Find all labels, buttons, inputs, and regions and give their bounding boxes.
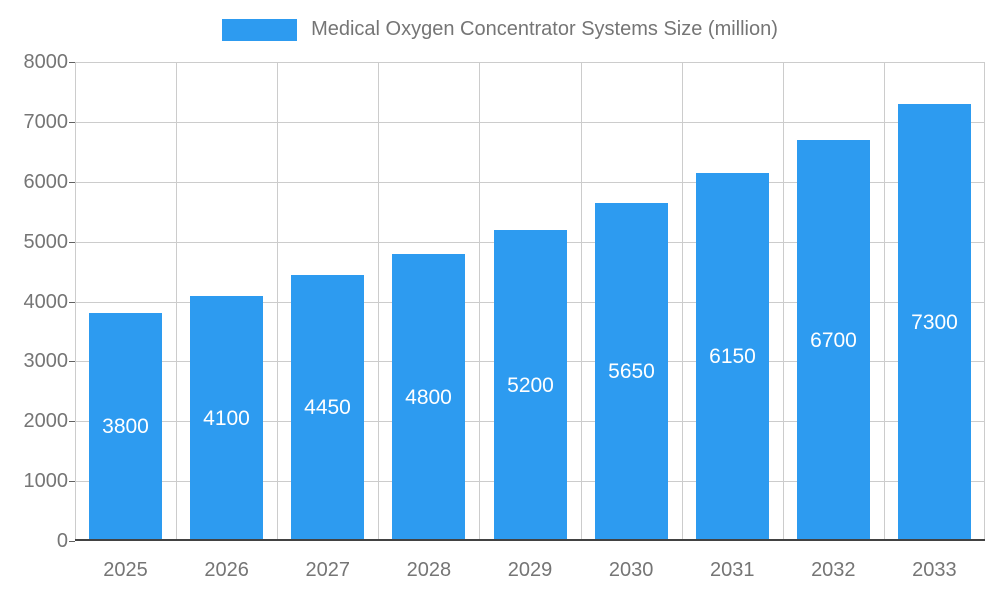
bar-value-label: 4450 [304, 396, 351, 419]
bar-value-label: 4800 [405, 385, 452, 409]
y-tick-mark [69, 242, 75, 243]
y-gridline [75, 62, 985, 63]
x-tick-label: 2028 [406, 559, 452, 581]
x-gridline [176, 62, 177, 541]
x-tick-label: 2031 [709, 559, 755, 581]
bar-2026: 4100 [190, 296, 263, 541]
y-tick-mark [69, 302, 75, 303]
y-tick-mark [69, 481, 75, 482]
x-tick-label: 2027 [305, 559, 351, 581]
bar-2032: 6700 [797, 140, 870, 541]
y-tick-mark [69, 62, 75, 63]
y-tick-label: 1000 [23, 470, 69, 493]
x-axis-baseline [75, 539, 985, 541]
y-tick-label: 6000 [23, 170, 69, 193]
x-gridline [378, 62, 379, 541]
y-tick-label: 0 [56, 530, 68, 552]
x-tick-label: 2032 [811, 559, 856, 581]
bar-value-label: 6700 [810, 328, 857, 352]
bar-value-label: 3800 [102, 415, 149, 438]
x-gridline [479, 62, 480, 541]
x-gridline [277, 62, 278, 541]
bar-value-label: 4100 [203, 406, 250, 430]
x-tick-label: 2025 [103, 559, 148, 581]
x-tick-label: 2033 [912, 559, 957, 581]
x-tick-label: 2030 [608, 559, 654, 581]
x-gridline [884, 62, 885, 541]
y-tick-mark [69, 541, 75, 542]
bar-2027: 4450 [291, 275, 364, 541]
y-gridline [75, 122, 985, 123]
bar-value-label: 5650 [608, 360, 655, 383]
bar-2025: 3800 [89, 313, 162, 541]
y-tick-label: 3000 [23, 350, 69, 373]
y-tick-label: 7000 [23, 110, 69, 133]
bar-2029: 5200 [494, 230, 567, 541]
y-tick-mark [69, 122, 75, 123]
x-gridline [581, 62, 582, 541]
legend: Medical Oxygen Concentrator Systems Size… [0, 18, 1000, 41]
bar-2033: 7300 [898, 104, 971, 541]
bar-value-label: 6150 [709, 345, 756, 368]
x-gridline [984, 62, 985, 541]
bar-value-label: 5200 [507, 373, 554, 397]
bar-2030: 5650 [595, 203, 668, 541]
x-tick-label: 2026 [204, 559, 249, 581]
plot-area: 3800 4100 4450 4800 5200 5650 6150 6700 7300 [75, 62, 985, 541]
y-tick-label: 8000 [23, 51, 69, 73]
x-gridline [783, 62, 784, 541]
bar-2031: 6150 [696, 173, 769, 541]
bar-2028: 4800 [392, 254, 465, 541]
y-tick-mark [69, 421, 75, 422]
x-gridline [682, 62, 683, 541]
x-tick-label: 2029 [507, 559, 553, 581]
y-tick-label: 2000 [23, 410, 69, 433]
x-gridline [75, 62, 76, 541]
legend-swatch [222, 18, 298, 41]
legend-label: Medical Oxygen Concentrator Systems Size… [311, 18, 778, 40]
y-tick-label: 4000 [23, 290, 69, 313]
y-tick-mark [69, 361, 75, 362]
y-tick-label: 5000 [23, 230, 69, 253]
y-gridline [75, 182, 985, 183]
bar-value-label: 7300 [911, 310, 958, 334]
y-tick-mark [69, 182, 75, 183]
